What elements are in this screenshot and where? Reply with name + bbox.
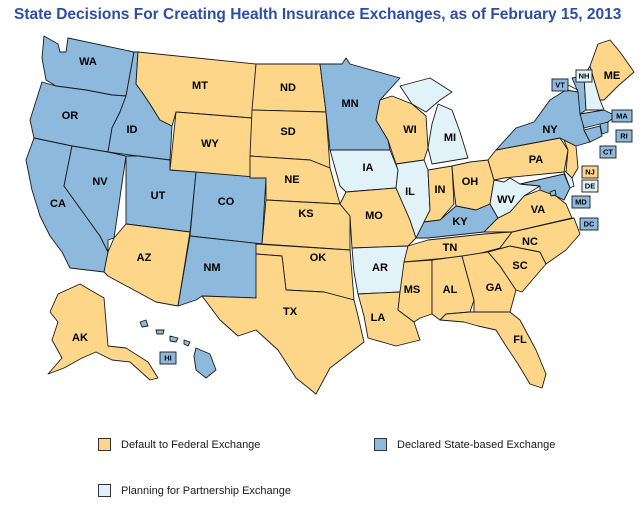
label-mo: MO <box>365 210 383 222</box>
label-ks: KS <box>298 208 313 220</box>
small-state-labels: VT NH MA RI CT NJ DE MD DC HI <box>159 69 633 365</box>
state-fl[interactable] <box>439 311 547 389</box>
label-co: CO <box>218 196 235 208</box>
state-ma[interactable] <box>579 109 617 129</box>
box-ct[interactable] <box>599 145 617 159</box>
legend-label-state: Declared State-based Exchange <box>397 438 556 451</box>
label-ca: CA <box>50 198 66 210</box>
label-mt: MT <box>192 80 208 92</box>
label-ar: AR <box>372 262 388 274</box>
label-mi: MI <box>444 132 456 144</box>
legend-label-partnership: Planning for Partnership Exchange <box>121 484 291 497</box>
state-ky[interactable] <box>415 203 499 239</box>
box-label-de: DE <box>585 182 595 191</box>
box-hi[interactable] <box>159 351 177 365</box>
label-ut: UT <box>151 190 166 202</box>
state-az[interactable] <box>103 223 191 307</box>
state-ks[interactable] <box>261 199 351 251</box>
label-ok: OK <box>310 252 327 264</box>
label-fl: FL <box>513 334 527 346</box>
label-nv: NV <box>92 176 108 188</box>
box-label-vt: VT <box>555 81 565 90</box>
legend-federal: Default to Federal Exchange <box>98 438 260 451</box>
label-tn: TN <box>443 242 458 254</box>
label-al: AL <box>443 284 458 296</box>
label-ia: IA <box>363 162 374 174</box>
state-md[interactable] <box>519 173 571 201</box>
box-nh[interactable] <box>575 69 593 83</box>
label-ms: MS <box>404 284 421 296</box>
box-dc[interactable] <box>579 217 599 231</box>
legend-swatch-partnership <box>98 484 111 497</box>
label-la: LA <box>371 312 386 324</box>
label-nm: NM <box>203 262 220 274</box>
box-label-ma: MA <box>616 112 628 121</box>
box-ma[interactable] <box>611 109 633 123</box>
label-sd: SD <box>280 126 295 138</box>
label-oh: OH <box>462 176 479 188</box>
box-de[interactable] <box>581 179 599 193</box>
label-wv: WV <box>497 194 515 206</box>
label-nc: NC <box>522 236 538 248</box>
map-title: State Decisions For Creating Health Insu… <box>14 6 622 23</box>
label-tx: TX <box>283 306 298 318</box>
label-pa: PA <box>529 154 544 166</box>
label-sc: SC <box>512 260 527 272</box>
box-label-ri: RI <box>620 132 628 141</box>
state-dc[interactable] <box>549 189 557 197</box>
label-in: IN <box>435 184 446 196</box>
box-label-nh: NH <box>579 72 590 81</box>
legend-swatch-federal <box>98 438 111 451</box>
box-md[interactable] <box>571 195 591 209</box>
state-ct[interactable] <box>583 125 603 143</box>
box-label-hi: HI <box>164 354 172 363</box>
legend-state: Declared State-based Exchange <box>374 438 555 451</box>
label-va: VA <box>531 204 546 216</box>
state-wi[interactable] <box>375 95 429 165</box>
box-label-ct: CT <box>603 148 613 157</box>
box-label-md: MD <box>575 198 587 207</box>
label-me: ME <box>604 70 621 82</box>
legend-label-federal: Default to Federal Exchange <box>121 438 261 451</box>
label-mn: MN <box>341 98 358 110</box>
us-map: WA OR CA NV ID MT WY UT CO AZ NM ND SD N… <box>25 35 635 395</box>
state-ny[interactable] <box>495 89 591 151</box>
state-hi[interactable] <box>139 319 217 379</box>
label-wy: WY <box>201 138 219 150</box>
state-me[interactable] <box>589 39 635 101</box>
state-nv[interactable] <box>63 145 127 253</box>
state-co[interactable] <box>189 171 267 245</box>
label-ne: NE <box>284 174 299 186</box>
box-label-dc: DC <box>584 220 595 229</box>
label-id: ID <box>127 124 138 136</box>
state-labels: WA OR CA NV ID MT WY UT CO AZ NM ND SD N… <box>50 56 620 346</box>
label-or: OR <box>62 110 79 122</box>
box-label-nj: NJ <box>585 168 595 177</box>
legend-swatch-state <box>374 438 387 451</box>
label-ga: GA <box>486 282 503 294</box>
label-ak: AK <box>72 332 88 344</box>
label-il: IL <box>405 186 415 198</box>
box-ri[interactable] <box>615 129 633 143</box>
label-ny: NY <box>542 124 558 136</box>
label-wi: WI <box>403 124 416 136</box>
state-mi[interactable] <box>399 77 469 165</box>
label-ky: KY <box>452 216 468 228</box>
label-nd: ND <box>280 82 296 94</box>
legend-partnership: Planning for Partnership Exchange <box>98 484 291 497</box>
state-tx[interactable] <box>201 253 365 395</box>
label-wa: WA <box>79 56 97 68</box>
box-nj[interactable] <box>581 165 599 179</box>
state-ak[interactable] <box>47 283 159 381</box>
label-az: AZ <box>137 252 152 264</box>
